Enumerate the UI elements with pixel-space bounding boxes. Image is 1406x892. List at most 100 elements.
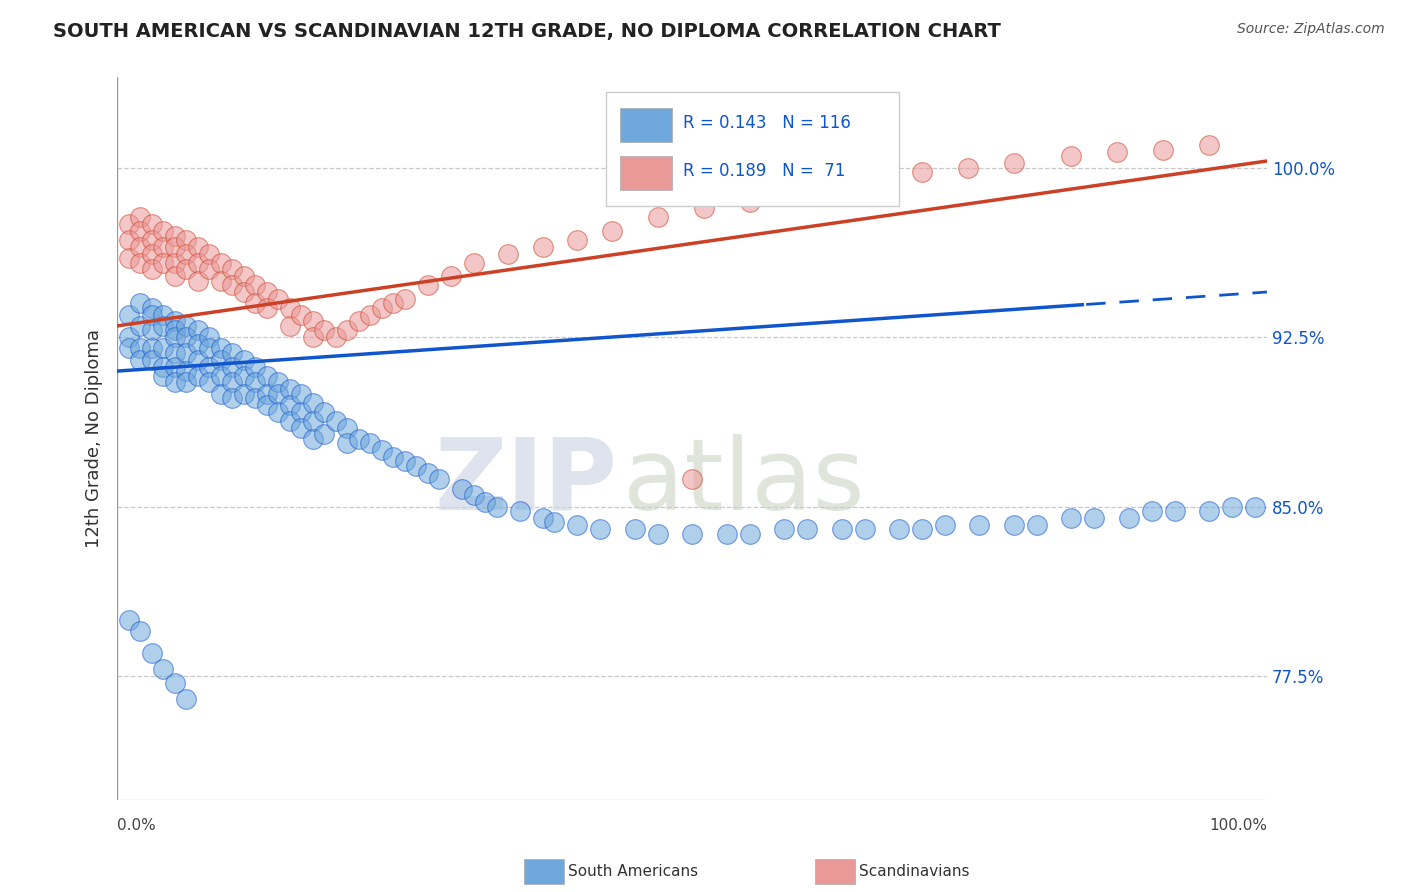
Point [141,342,163,356]
Point [163,376,186,390]
Point [243,391,266,405]
Point [314,323,336,337]
Point [1060,149,1083,163]
Text: R = 0.189   N =  71: R = 0.189 N = 71 [683,161,845,179]
Point [911,165,934,179]
Point [336,420,359,434]
Point [129,352,152,367]
Point [1026,517,1049,532]
Point [198,330,221,344]
Point [1152,143,1174,157]
Point [509,504,531,518]
Point [174,364,197,378]
Point [174,376,197,390]
Point [187,274,209,288]
Point [129,296,152,310]
Point [1164,504,1187,518]
Point [129,211,152,225]
Point [243,278,266,293]
Point [221,391,243,405]
Point [187,337,209,351]
Point [1107,145,1129,159]
Point [256,368,278,383]
Point [163,346,186,360]
Point [141,262,163,277]
Point [198,246,221,260]
Point [359,436,381,450]
Point [256,301,278,315]
Point [198,359,221,374]
Point [738,194,761,209]
Point [1244,500,1267,514]
Point [325,414,347,428]
Point [129,240,152,254]
Point [278,398,301,412]
Point [141,323,163,337]
Point [394,454,416,468]
Point [163,359,186,374]
Point [301,432,323,446]
Point [370,301,392,315]
Point [129,624,152,638]
Point [336,323,359,337]
Point [129,224,152,238]
Point [141,246,163,260]
Point [600,224,623,238]
Point [198,376,221,390]
Text: Scandinavians: Scandinavians [859,864,970,879]
Point [232,285,254,299]
Point [969,517,991,532]
Point [232,269,254,284]
Point [1118,511,1140,525]
Point [1002,517,1025,532]
Point [163,330,186,344]
Point [382,450,405,464]
Point [163,323,186,337]
Point [681,526,703,541]
Point [232,352,254,367]
Point [187,323,209,337]
Point [221,262,243,277]
Point [865,172,887,186]
Point [738,526,761,541]
Point [152,224,174,238]
Y-axis label: 12th Grade, No Diploma: 12th Grade, No Diploma [86,329,103,549]
Point [141,352,163,367]
Point [174,318,197,333]
Point [174,691,197,706]
Point [278,382,301,396]
Point [198,262,221,277]
Point [485,500,508,514]
Point [278,414,301,428]
Point [174,246,197,260]
Point [496,246,519,260]
Point [198,342,221,356]
Point [301,395,323,409]
Point [129,342,152,356]
Point [267,386,290,401]
Point [773,522,796,536]
Point [152,318,174,333]
Point [221,278,243,293]
Point [1002,156,1025,170]
Point [209,342,232,356]
Point [589,522,612,536]
Point [382,296,405,310]
Point [831,522,853,536]
Point [887,522,910,536]
Point [325,330,347,344]
Point [232,386,254,401]
Point [1083,511,1105,525]
Point [256,386,278,401]
Point [243,359,266,374]
Point [152,342,174,356]
Point [163,269,186,284]
Point [623,522,645,536]
Point [118,217,141,231]
Point [278,318,301,333]
Point [463,488,485,502]
Text: atlas: atlas [623,434,865,531]
Point [221,346,243,360]
Point [221,359,243,374]
Point [163,675,186,690]
